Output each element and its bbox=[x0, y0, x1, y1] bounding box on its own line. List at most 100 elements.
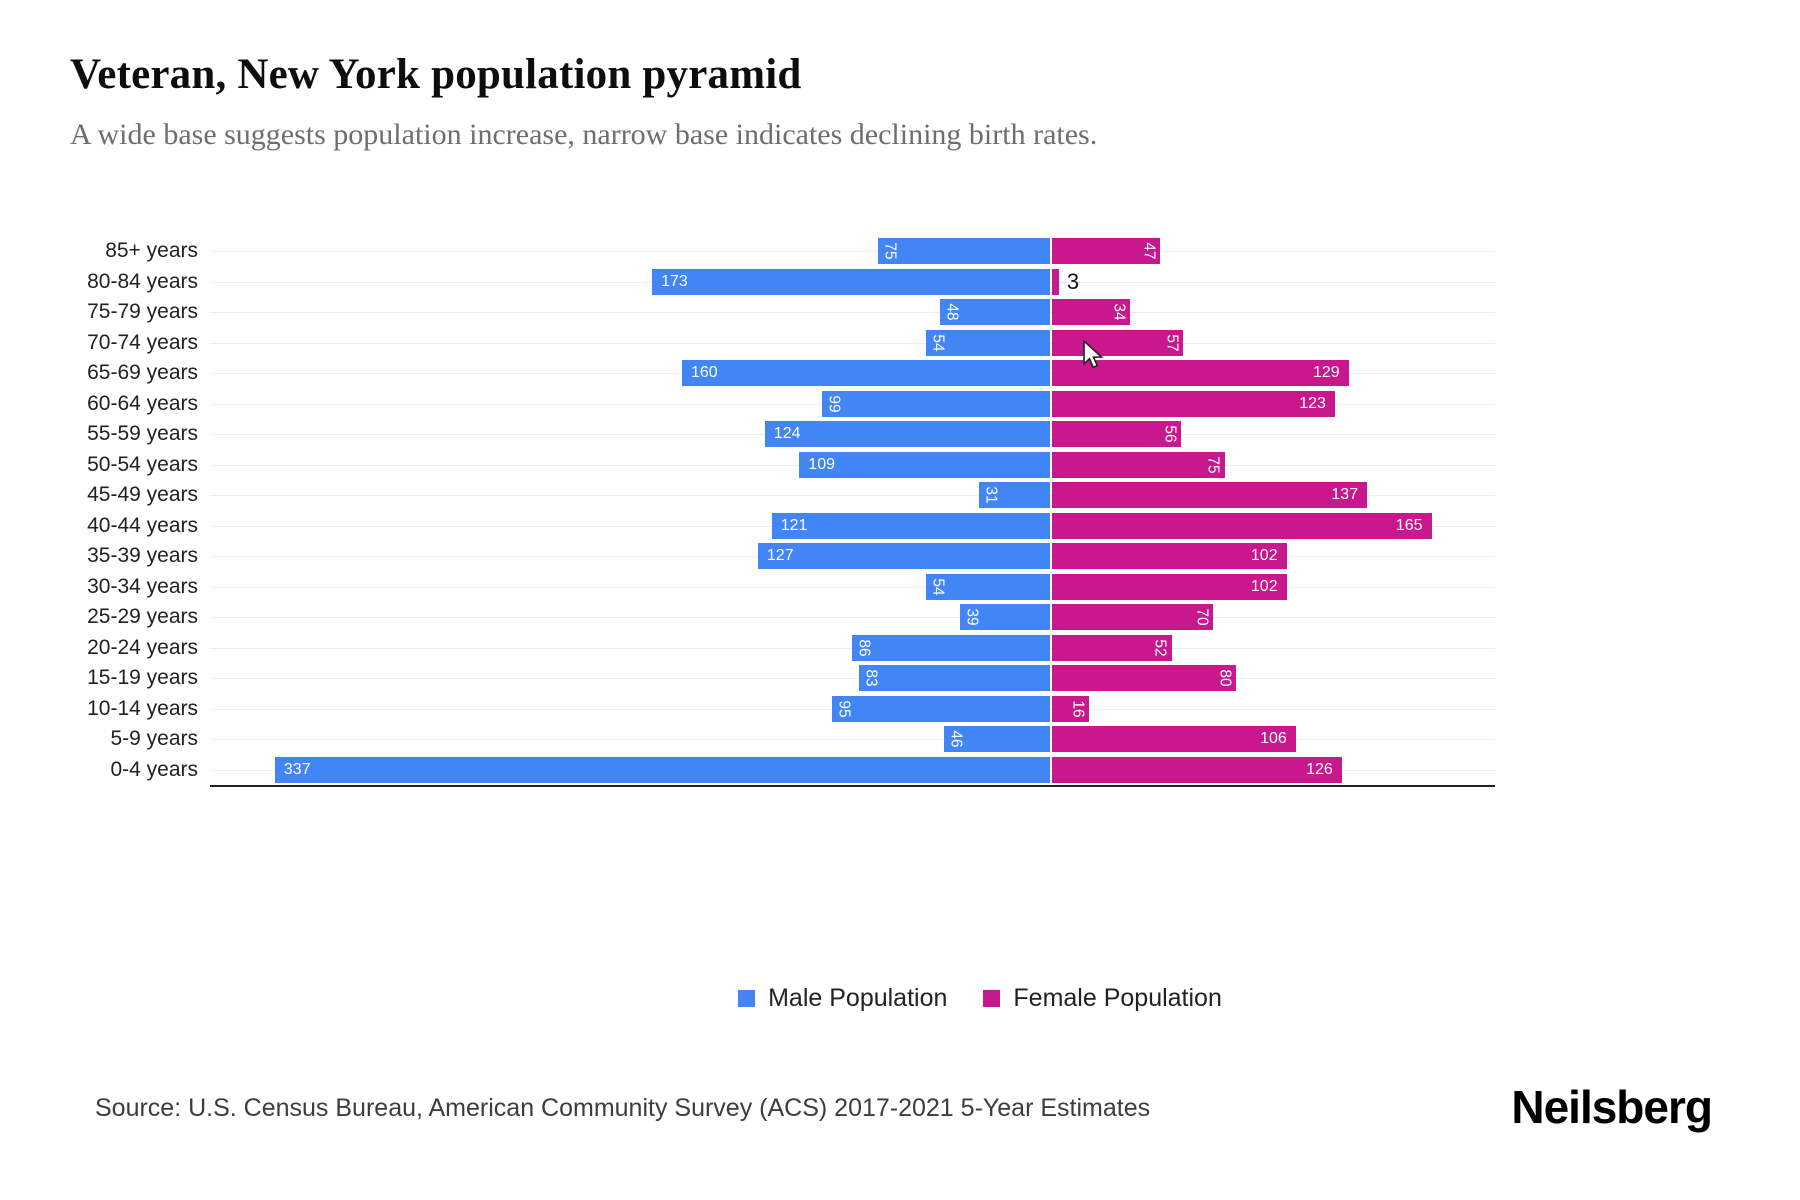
gridline bbox=[210, 342, 1495, 344]
bar-value-label: 3 bbox=[1066, 268, 1080, 294]
age-axis-label: 35-39 years bbox=[87, 544, 198, 567]
gridline bbox=[210, 312, 1495, 314]
pyramid-row: 50-54 years 109 75 bbox=[0, 450, 1800, 481]
chart-legend: Male Population Female Population bbox=[0, 984, 1800, 1013]
female-bar[interactable]: 123 bbox=[1052, 390, 1335, 417]
male-bar[interactable]: 121 bbox=[771, 512, 1050, 539]
male-bar[interactable]: 54 bbox=[925, 329, 1050, 356]
bar-value-label: 52 bbox=[1151, 639, 1169, 657]
legend-item-female[interactable]: Female Population bbox=[983, 984, 1222, 1013]
pyramid-row: 5-9 years 46 106 bbox=[0, 724, 1800, 755]
pyramid-row: 35-39 years 127 102 bbox=[0, 541, 1800, 572]
age-axis-label: 70-74 years bbox=[87, 330, 198, 354]
male-bar[interactable]: 127 bbox=[757, 543, 1050, 570]
pyramid-row: 80-84 years 173 3 bbox=[0, 267, 1800, 298]
male-bar[interactable]: 160 bbox=[682, 360, 1050, 387]
female-bar[interactable]: 129 bbox=[1052, 360, 1349, 387]
bar-value-label: 127 bbox=[766, 547, 794, 565]
brand-logo: Neilsberg bbox=[1511, 1081, 1713, 1133]
legend-item-male[interactable]: Male Population bbox=[738, 984, 947, 1013]
pyramid-row: 60-64 years 99 123 bbox=[0, 389, 1800, 420]
legend-male-label: Male Population bbox=[768, 984, 948, 1012]
bar-value-label: 75 bbox=[1204, 456, 1222, 474]
bar-value-label: 95 bbox=[835, 700, 853, 718]
age-axis-label: 25-29 years bbox=[87, 605, 198, 628]
bar-value-label: 86 bbox=[855, 639, 873, 657]
bar-value-label: 16 bbox=[1069, 700, 1087, 718]
male-bar[interactable]: 99 bbox=[822, 390, 1050, 417]
female-bar[interactable]: 57 bbox=[1052, 329, 1184, 356]
bar-value-label: 39 bbox=[963, 608, 981, 626]
male-bar[interactable]: 95 bbox=[831, 695, 1050, 722]
pyramid-row: 0-4 years 337 126 bbox=[0, 755, 1800, 786]
pyramid-row: 20-24 years 86 52 bbox=[0, 633, 1800, 664]
gridline bbox=[210, 586, 1495, 588]
age-axis-label: 55-59 years bbox=[87, 422, 198, 445]
male-bar[interactable]: 48 bbox=[939, 299, 1050, 326]
gridline bbox=[210, 617, 1495, 619]
bar-value-label: 106 bbox=[1260, 730, 1287, 748]
female-bar[interactable]: 16 bbox=[1052, 695, 1089, 722]
female-bar[interactable]: 75 bbox=[1052, 451, 1225, 478]
bar-value-label: 102 bbox=[1250, 577, 1278, 595]
female-bar[interactable]: 47 bbox=[1052, 238, 1161, 265]
female-bar[interactable]: 56 bbox=[1052, 421, 1181, 448]
pyramid-row: 40-44 years 121 165 bbox=[0, 511, 1800, 542]
male-bar[interactable]: 173 bbox=[652, 268, 1050, 295]
male-bar[interactable]: 337 bbox=[274, 756, 1050, 783]
age-axis-label: 0-4 years bbox=[110, 757, 198, 781]
bar-value-label: 337 bbox=[283, 760, 311, 778]
bar-value-label: 173 bbox=[661, 272, 688, 290]
pyramid-row: 70-74 years 54 57 bbox=[0, 328, 1800, 359]
bar-value-label: 160 bbox=[691, 364, 718, 382]
age-axis-label: 75-79 years bbox=[87, 300, 198, 323]
page-title: Veteran, New York population pyramid bbox=[70, 51, 802, 98]
legend-female-label: Female Population bbox=[1013, 984, 1222, 1012]
mouse-cursor-icon bbox=[1082, 339, 1106, 375]
bar-value-label: 56 bbox=[1161, 425, 1179, 443]
age-axis-label: 65-69 years bbox=[87, 361, 198, 384]
age-axis-label: 85+ years bbox=[105, 239, 198, 262]
bar-value-label: 46 bbox=[947, 730, 965, 748]
age-axis-label: 60-64 years bbox=[87, 391, 198, 415]
pyramid-row: 45-49 years 31 137 bbox=[0, 480, 1800, 511]
female-bar[interactable]: 126 bbox=[1052, 756, 1342, 783]
female-bar[interactable]: 52 bbox=[1052, 634, 1172, 661]
male-bar[interactable]: 83 bbox=[859, 665, 1050, 692]
male-bar[interactable]: 86 bbox=[852, 634, 1050, 661]
female-bar[interactable]: 102 bbox=[1052, 573, 1287, 600]
page-subtitle: A wide base suggests population increase… bbox=[70, 118, 1098, 151]
bar-value-label: 70 bbox=[1193, 608, 1211, 626]
male-bar[interactable]: 109 bbox=[799, 451, 1050, 478]
age-axis-label: 15-19 years bbox=[87, 666, 198, 689]
female-legend-swatch-icon bbox=[983, 990, 1001, 1007]
pyramid-row: 30-34 years 54 102 bbox=[0, 572, 1800, 603]
bar-value-label: 129 bbox=[1312, 364, 1340, 382]
female-bar[interactable]: 106 bbox=[1052, 726, 1296, 753]
male-bar[interactable]: 54 bbox=[925, 573, 1050, 600]
male-legend-swatch-icon bbox=[738, 990, 756, 1007]
male-bar[interactable]: 75 bbox=[877, 238, 1050, 265]
bar-value-label: 123 bbox=[1299, 394, 1326, 412]
pyramid-row: 85+ years 75 47 bbox=[0, 236, 1800, 267]
bar-value-label: 54 bbox=[929, 578, 947, 596]
male-bar[interactable]: 31 bbox=[978, 482, 1050, 509]
bar-value-label: 48 bbox=[943, 303, 961, 321]
male-bar[interactable]: 124 bbox=[764, 421, 1050, 448]
female-bar[interactable]: 3 bbox=[1052, 268, 1079, 295]
pyramid-row: 55-59 years 124 56 bbox=[0, 419, 1800, 450]
bar-value-label: 80 bbox=[1216, 669, 1234, 687]
female-bar[interactable]: 70 bbox=[1052, 604, 1213, 631]
female-bar[interactable]: 34 bbox=[1052, 299, 1131, 326]
female-bar[interactable]: 165 bbox=[1052, 512, 1432, 539]
age-axis-label: 50-54 years bbox=[87, 452, 198, 476]
female-bar[interactable]: 137 bbox=[1052, 482, 1368, 509]
bar-value-label: 75 bbox=[881, 242, 899, 260]
male-bar[interactable]: 39 bbox=[960, 604, 1050, 631]
pyramid-row: 10-14 years 95 16 bbox=[0, 694, 1800, 725]
female-bar[interactable]: 80 bbox=[1052, 665, 1236, 692]
female-bar[interactable]: 102 bbox=[1052, 543, 1287, 570]
pyramid-row: 25-29 years 39 70 bbox=[0, 602, 1800, 633]
bar-value-label: 126 bbox=[1306, 760, 1333, 778]
male-bar[interactable]: 46 bbox=[944, 726, 1050, 753]
